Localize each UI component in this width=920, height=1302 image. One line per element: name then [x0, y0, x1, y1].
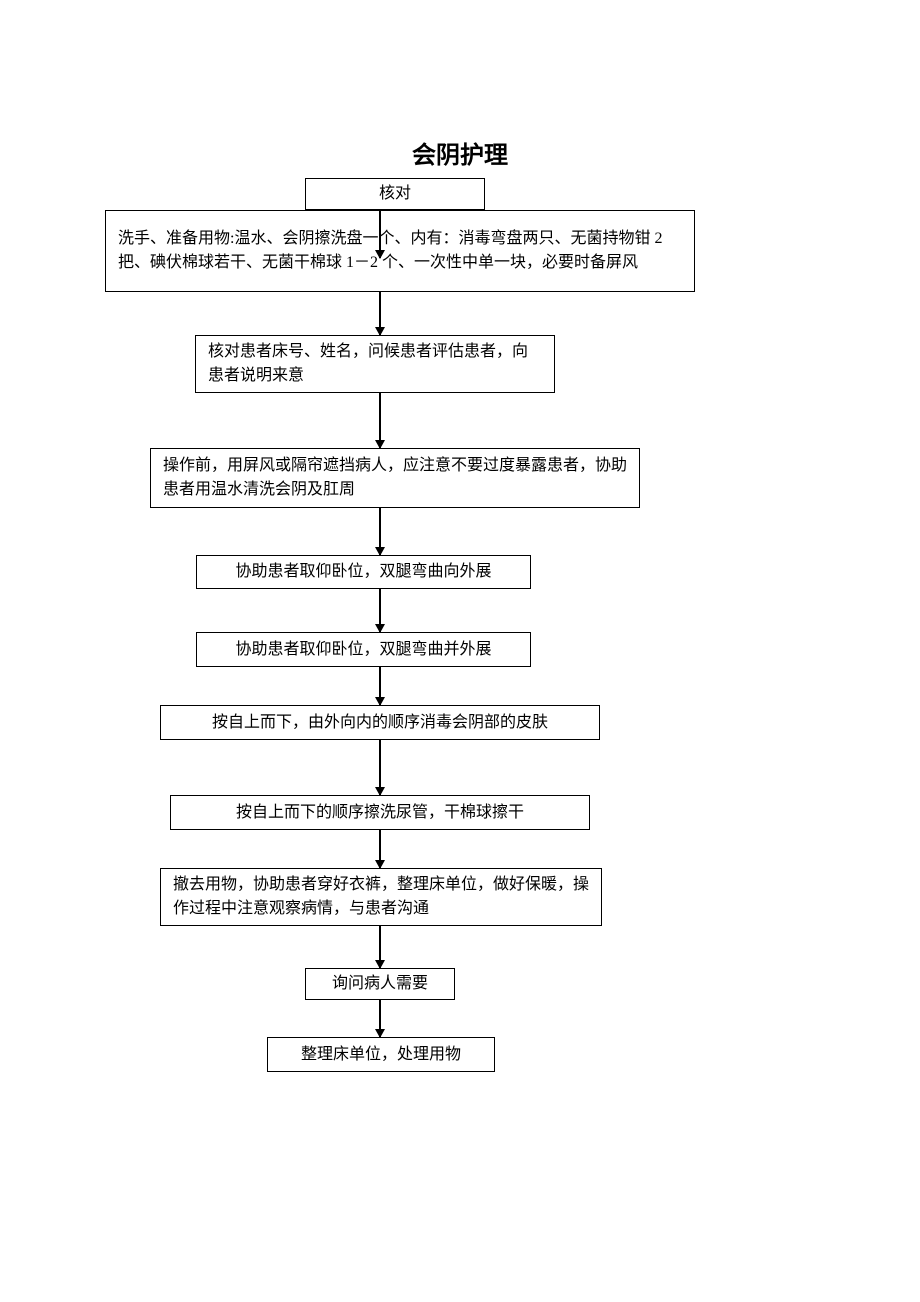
- node-text: 询问病人需要: [332, 972, 428, 996]
- arrow: [379, 393, 381, 448]
- node-text: 协助患者取仰卧位，双腿弯曲并外展: [235, 638, 491, 662]
- arrow: [379, 740, 381, 795]
- node-position1: 协助患者取仰卧位，双腿弯曲向外展: [196, 555, 531, 589]
- node-text: 核对患者床号、姓名，问候患者评估患者，向患者说明来意: [208, 340, 542, 388]
- arrow: [379, 1000, 381, 1037]
- arrow: [379, 589, 381, 632]
- arrow-overlay: [379, 210, 381, 258]
- flowchart-container: 会阴护理 核对 洗手、准备用物:温水、会阴擦洗盘一个、内有：消毒弯盘两只、无菌持…: [0, 0, 920, 1302]
- node-tidy: 整理床单位，处理用物: [267, 1037, 495, 1072]
- node-text: 洗手、准备用物:温水、会阴擦洗盘一个、内有：消毒弯盘两只、无菌持物钳 2 把、碘…: [118, 227, 682, 275]
- node-text: 整理床单位，处理用物: [301, 1043, 461, 1067]
- page-title: 会阴护理: [0, 135, 920, 170]
- arrow: [379, 667, 381, 705]
- arrow: [379, 830, 381, 868]
- node-text: 协助患者取仰卧位，双腿弯曲向外展: [235, 560, 491, 584]
- arrow: [379, 508, 381, 555]
- node-ask: 询问病人需要: [305, 968, 455, 1000]
- node-cleanup: 撤去用物，协助患者穿好衣裤，整理床单位，做好保暖，操作过程中注意观察病情，与患者…: [160, 868, 602, 926]
- node-text: 核对: [379, 182, 411, 206]
- node-disinfect: 按自上而下，由外向内的顺序消毒会阴部的皮肤: [160, 705, 600, 740]
- node-position2: 协助患者取仰卧位，双腿弯曲并外展: [196, 632, 531, 667]
- node-prepare: 洗手、准备用物:温水、会阴擦洗盘一个、内有：消毒弯盘两只、无菌持物钳 2 把、碘…: [105, 210, 695, 292]
- node-text: 操作前，用屏风或隔帘遮挡病人，应注意不要过度暴露患者，协助患者用温水清洗会阴及肛…: [163, 454, 627, 502]
- arrow: [379, 292, 381, 335]
- node-screen: 操作前，用屏风或隔帘遮挡病人，应注意不要过度暴露患者，协助患者用温水清洗会阴及肛…: [150, 448, 640, 508]
- arrow: [379, 926, 381, 968]
- node-text: 按自上而下的顺序擦洗尿管，干棉球擦干: [236, 801, 524, 825]
- node-verify-patient: 核对患者床号、姓名，问候患者评估患者，向患者说明来意: [195, 335, 555, 393]
- node-text: 按自上而下，由外向内的顺序消毒会阴部的皮肤: [212, 711, 548, 735]
- node-wipe: 按自上而下的顺序擦洗尿管，干棉球擦干: [170, 795, 590, 830]
- node-text: 撤去用物，协助患者穿好衣裤，整理床单位，做好保暖，操作过程中注意观察病情，与患者…: [173, 873, 589, 921]
- node-check: 核对: [305, 178, 485, 210]
